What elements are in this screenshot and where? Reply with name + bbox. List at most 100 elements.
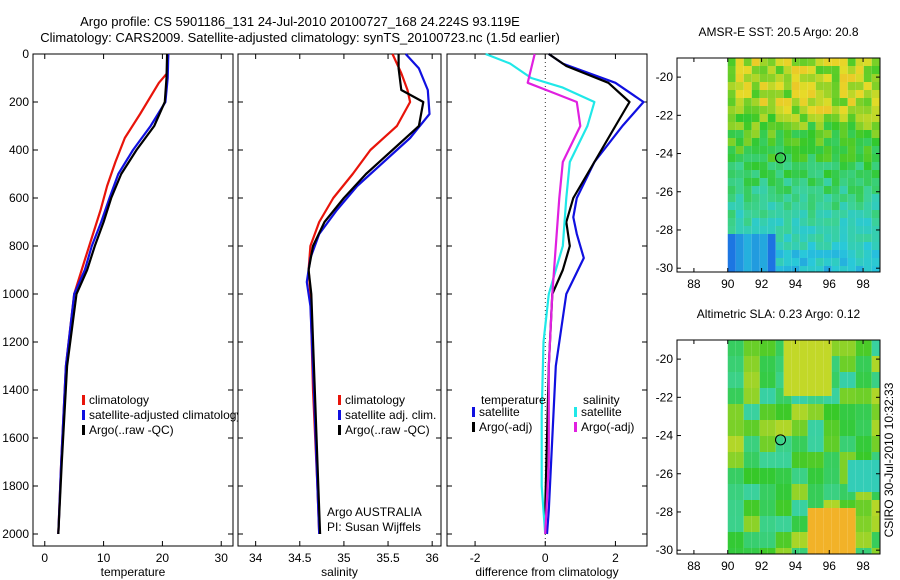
map-frame (676, 57, 881, 273)
heatmap-cell (863, 210, 872, 218)
heatmap-cell (823, 218, 832, 226)
heatmap-cell (823, 444, 832, 452)
heatmap-cell (783, 162, 792, 170)
heatmap-cell (815, 516, 824, 524)
heatmap-cell (727, 420, 736, 428)
heatmap-cell (743, 372, 752, 380)
heatmap-cell (815, 388, 824, 396)
heatmap-cell (863, 428, 872, 436)
heatmap-cell (735, 380, 744, 388)
heatmap-cell (863, 444, 872, 452)
heatmap-cell (735, 66, 744, 74)
heatmap-cell (823, 202, 832, 210)
heatmap-cell (831, 548, 840, 554)
heatmap-cell (863, 226, 872, 234)
map-title: Altimetric SLA: 0.23 Argo: 0.12 (697, 307, 861, 321)
x-tick-label: 0 (542, 551, 549, 565)
heatmap-cell (783, 460, 792, 468)
heatmap-cell (767, 210, 776, 218)
heatmap-cell (791, 532, 800, 540)
heatmap-cell (799, 540, 808, 548)
map-y-tick-label: -20 (656, 70, 674, 84)
heatmap-cell (831, 210, 840, 218)
heatmap-cell (815, 348, 824, 356)
heatmap-cell (759, 404, 768, 412)
heatmap-cell (815, 226, 824, 234)
heatmap-cell (863, 356, 872, 364)
heatmap-cell (799, 242, 808, 250)
heatmap-cell (831, 66, 840, 74)
heatmap-cell (823, 266, 832, 272)
legend-swatch (338, 410, 341, 420)
y-tick-label: 1600 (2, 431, 29, 445)
heatmap-cell (815, 186, 824, 194)
heatmap-cell (871, 234, 880, 242)
heatmap-cell (863, 516, 872, 524)
heatmap-cell (775, 420, 784, 428)
heatmap-cell (743, 476, 752, 484)
heatmap-cell (767, 66, 776, 74)
heatmap-cell (767, 428, 776, 436)
heatmap-cell (863, 162, 872, 170)
heatmap-cell (855, 210, 864, 218)
map-x-tick-label: 90 (721, 277, 735, 291)
heatmap-cell (759, 146, 768, 154)
heatmap-cell (815, 372, 824, 380)
heatmap-cell (767, 516, 776, 524)
x-tick-label: 20 (156, 551, 170, 565)
heatmap-cell (871, 58, 880, 66)
heatmap-cell (783, 138, 792, 146)
heatmap-cell (775, 210, 784, 218)
heatmap-cell (743, 396, 752, 404)
heatmap-cell (799, 226, 808, 234)
heatmap-cell (831, 162, 840, 170)
heatmap-cell (783, 356, 792, 364)
heatmap-cell (743, 468, 752, 476)
heatmap-cell (831, 130, 840, 138)
heatmap-cell (871, 356, 880, 364)
heatmap-cell (839, 396, 848, 404)
heatmap-cell (807, 396, 816, 404)
heatmap-cell (751, 234, 760, 242)
heatmap-cell (783, 444, 792, 452)
heatmap-cell (863, 388, 872, 396)
heatmap-cell (775, 356, 784, 364)
heatmap-cell (783, 226, 792, 234)
x-tick-label: -2 (470, 551, 481, 565)
heatmap-cell (863, 258, 872, 266)
heatmap-cell (863, 380, 872, 388)
heatmap-cell (799, 388, 808, 396)
heatmap-cell (871, 516, 880, 524)
heatmap-cell (751, 98, 760, 106)
heatmap-cell (783, 194, 792, 202)
heatmap-cell (815, 90, 824, 98)
heatmap-cell (815, 412, 824, 420)
heatmap-cell (847, 388, 856, 396)
heatmap-cell (815, 532, 824, 540)
heatmap-cell (871, 380, 880, 388)
heatmap-cell (839, 266, 848, 272)
heatmap-cell (799, 436, 808, 444)
heatmap-cell (815, 404, 824, 412)
heatmap-cell (815, 420, 824, 428)
heatmap-cell (727, 524, 736, 532)
heatmap-cell (815, 82, 824, 90)
heatmap-cell (823, 250, 832, 258)
heatmap-cell (759, 548, 768, 554)
heatmap-cell (855, 114, 864, 122)
heatmap-cell (783, 106, 792, 114)
heatmap-cell (727, 540, 736, 548)
heatmap-cell (823, 226, 832, 234)
heatmap-cell (855, 516, 864, 524)
heatmap-cell (743, 452, 752, 460)
heatmap-cell (807, 468, 816, 476)
heatmap-cell (847, 242, 856, 250)
heatmap-cell (839, 130, 848, 138)
heatmap-cell (759, 218, 768, 226)
heatmap-cell (839, 348, 848, 356)
heatmap-cell (863, 468, 872, 476)
heatmap-cell (823, 380, 832, 388)
heatmap-cell (791, 66, 800, 74)
heatmap-cell (807, 380, 816, 388)
heatmap-cell (847, 516, 856, 524)
